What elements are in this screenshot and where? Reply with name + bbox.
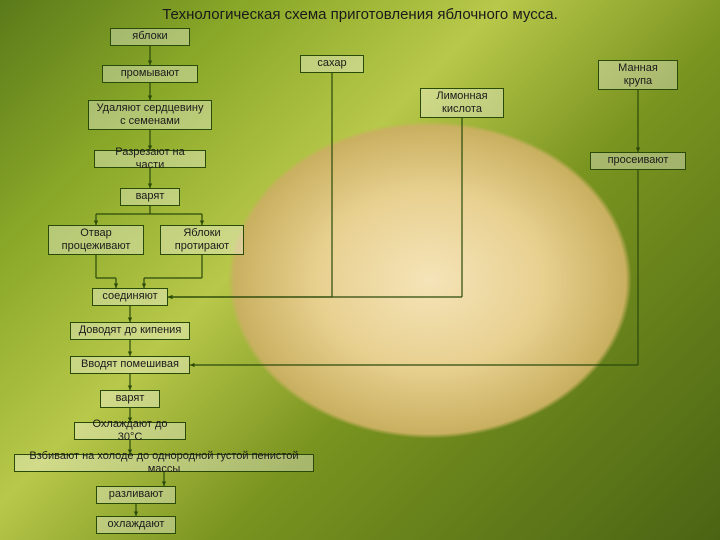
node-mash: Яблоки протирают [160,225,244,255]
node-boil: варят [120,188,180,206]
node-removecore: Удаляют сердцевину с семенами [88,100,212,130]
node-whip: Взбивают на холоде до однородной густой … [14,454,314,472]
node-semolina: Манная крупа [598,60,678,90]
node-cool: охлаждают [96,516,176,534]
node-cut: Разрезают на части [94,150,206,168]
node-wash: промывают [102,65,198,83]
node-bringboil: Доводят до кипения [70,322,190,340]
node-sugar: сахар [300,55,364,73]
diagram-title: Технологическая схема приготовления ябло… [0,6,720,23]
node-citric: Лимонная кислота [420,88,504,118]
flowchart-stage: Технологическая схема приготовления ябло… [0,0,720,540]
node-apples: яблоки [110,28,190,46]
node-pour: разливают [96,486,176,504]
node-cool30: Охлаждают до 30°С [74,422,186,440]
node-combine: соединяют [92,288,168,306]
node-strain: Отвар процеживают [48,225,144,255]
node-sift: просеивают [590,152,686,170]
node-boil2: варят [100,390,160,408]
node-stir: Вводят помешивая [70,356,190,374]
